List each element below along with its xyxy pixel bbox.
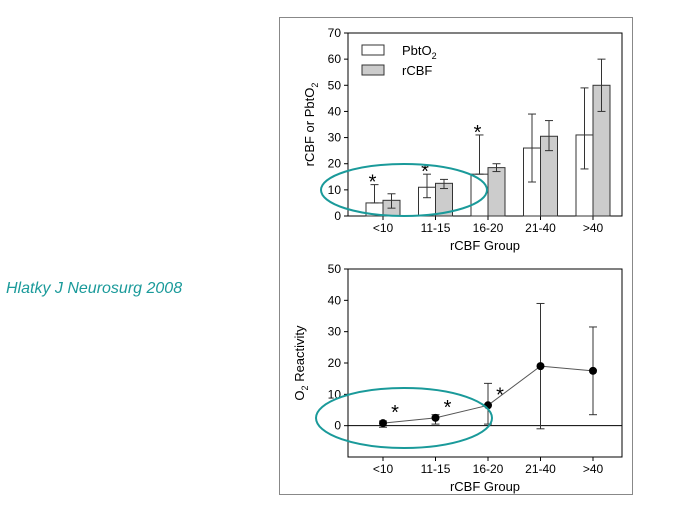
top-y-tick-label: 10 (328, 183, 342, 197)
top-y-tick-label: 60 (328, 52, 342, 66)
top-x-tick-label: 16-20 (473, 221, 504, 235)
legend-swatch-pbto2 (361, 44, 385, 56)
bottom-y-tick-label: 0 (334, 419, 341, 433)
significance-marker: * (496, 384, 504, 406)
top-x-tick-label: <10 (373, 221, 394, 235)
top-x-axis-label: rCBF Group (450, 238, 520, 253)
figure-panel (279, 17, 633, 495)
data-point (536, 362, 545, 371)
highlight-ellipse-bottom (315, 387, 493, 449)
data-point (431, 413, 440, 422)
legend-label-rcbf: rCBF (402, 63, 432, 78)
significance-marker: * (444, 397, 452, 419)
bottom-y-tick-label: 40 (328, 293, 342, 307)
bottom-x-tick-label: 11-15 (421, 462, 451, 476)
bottom-x-axis-label: rCBF Group (450, 479, 520, 494)
top-y-tick-label: 20 (328, 157, 342, 171)
highlight-ellipse-top (320, 163, 488, 217)
bottom-x-tick-label: 16-20 (473, 462, 504, 476)
top-y-tick-label: 40 (328, 104, 342, 118)
significance-marker: * (421, 161, 429, 183)
top-x-tick-label: 21-40 (525, 221, 556, 235)
top-y-tick-label: 70 (328, 26, 342, 40)
data-point (589, 366, 597, 375)
bottom-y-axis-label: O2 Reactivity (292, 325, 310, 401)
bottom-y-tick-label: 30 (328, 325, 342, 339)
top-x-tick-label: 11-15 (421, 221, 451, 235)
citation-text: Hlatky J Neurosurg 2008 (6, 280, 183, 297)
data-point (379, 419, 387, 428)
legend-swatch-rcbf (361, 64, 385, 76)
bottom-x-tick-label: <10 (373, 462, 394, 476)
significance-marker: * (474, 122, 482, 144)
bottom-x-tick-label: 21-40 (525, 462, 556, 476)
top-y-axis-label: rCBF or PbtO2 (302, 83, 320, 167)
legend-label-pbto2: PbtO2 (402, 43, 437, 61)
top-y-tick-label: 50 (328, 78, 342, 92)
significance-marker: * (391, 402, 399, 424)
top-x-tick-label: >40 (583, 221, 604, 235)
bar-rcbf (487, 167, 506, 217)
bottom-y-tick-label: 50 (328, 262, 342, 276)
top-y-tick-label: 0 (334, 209, 341, 223)
significance-marker: * (369, 172, 377, 194)
bottom-y-tick-label: 20 (328, 356, 342, 370)
bottom-x-tick-label: >40 (583, 462, 604, 476)
top-y-tick-label: 30 (328, 131, 342, 145)
